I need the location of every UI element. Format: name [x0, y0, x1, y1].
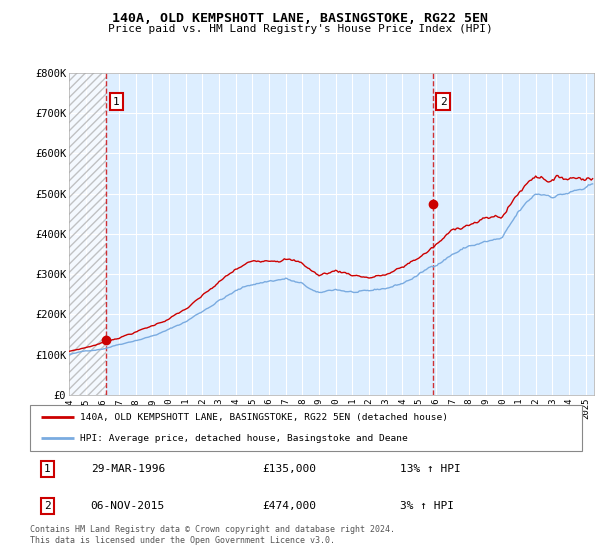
Text: 2: 2	[44, 501, 50, 511]
Text: 13% ↑ HPI: 13% ↑ HPI	[400, 464, 461, 474]
Text: 3% ↑ HPI: 3% ↑ HPI	[400, 501, 454, 511]
Text: £135,000: £135,000	[262, 464, 316, 474]
Text: 140A, OLD KEMPSHOTT LANE, BASINGSTOKE, RG22 5EN: 140A, OLD KEMPSHOTT LANE, BASINGSTOKE, R…	[112, 12, 488, 25]
Text: Contains HM Land Registry data © Crown copyright and database right 2024.
This d: Contains HM Land Registry data © Crown c…	[30, 525, 395, 545]
Text: 1: 1	[113, 97, 120, 107]
FancyBboxPatch shape	[30, 405, 582, 451]
Text: £474,000: £474,000	[262, 501, 316, 511]
Text: HPI: Average price, detached house, Basingstoke and Deane: HPI: Average price, detached house, Basi…	[80, 434, 407, 443]
Text: Price paid vs. HM Land Registry's House Price Index (HPI): Price paid vs. HM Land Registry's House …	[107, 24, 493, 34]
Text: 29-MAR-1996: 29-MAR-1996	[91, 464, 165, 474]
Text: 06-NOV-2015: 06-NOV-2015	[91, 501, 165, 511]
Text: 140A, OLD KEMPSHOTT LANE, BASINGSTOKE, RG22 5EN (detached house): 140A, OLD KEMPSHOTT LANE, BASINGSTOKE, R…	[80, 413, 448, 422]
Text: 2: 2	[440, 97, 446, 107]
Text: 1: 1	[44, 464, 50, 474]
